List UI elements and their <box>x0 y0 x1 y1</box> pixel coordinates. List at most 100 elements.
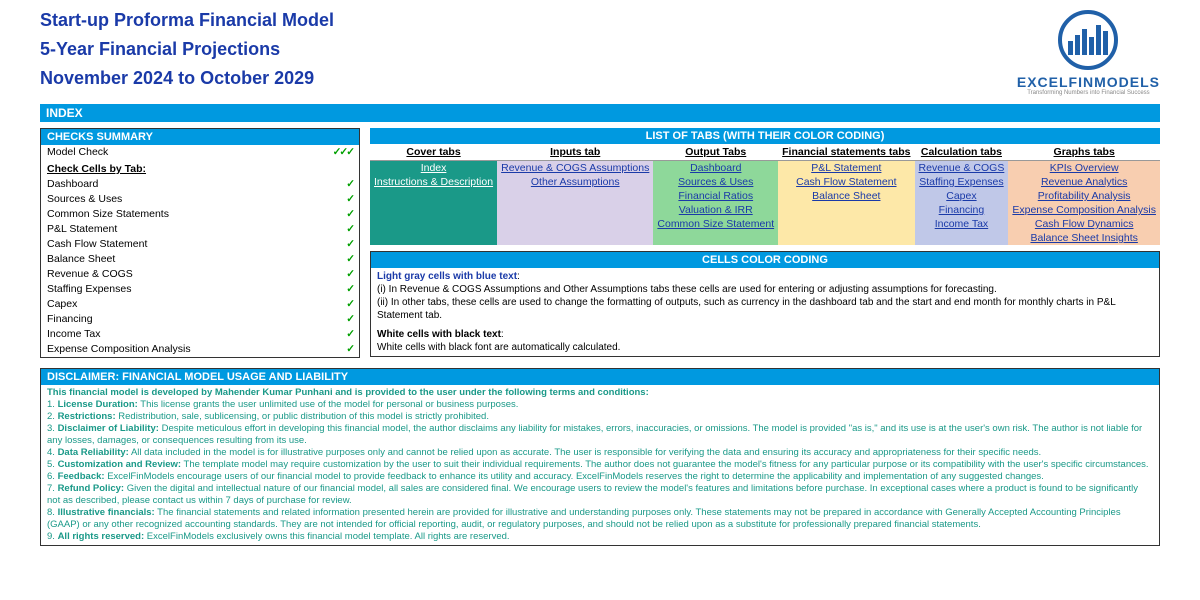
tab-cell: Revenue & COGS Assumptions <box>497 161 653 176</box>
color-coding-panel: CELLS COLOR CODING Light gray cells with… <box>370 251 1160 357</box>
check-row: Capex✓ <box>41 297 359 312</box>
cc-label-1: Light gray cells with blue text <box>377 271 517 282</box>
tab-link[interactable]: Revenue Analytics <box>1041 176 1127 188</box>
tab-cell: Sources & Uses <box>653 175 778 189</box>
tab-cell: Cash Flow Statement <box>778 175 914 189</box>
checks-summary-panel: CHECKS SUMMARY Model Check ✓✓✓ Check Cel… <box>40 128 360 358</box>
main-content: CHECKS SUMMARY Model Check ✓✓✓ Check Cel… <box>0 124 1200 362</box>
check-mark: ✓ <box>346 192 353 207</box>
tab-cell: Other Assumptions <box>497 175 653 189</box>
model-check-label: Model Check <box>47 145 108 160</box>
tab-link[interactable]: Income Tax <box>935 218 989 230</box>
cc-text-2: White cells with black font are automati… <box>377 341 1153 354</box>
tab-link[interactable]: Revenue & COGS Assumptions <box>501 162 649 174</box>
tab-link[interactable]: Instructions & Description <box>374 176 493 188</box>
check-row: P&L Statement ✓ <box>41 222 359 237</box>
tab-cell <box>497 231 653 245</box>
tab-cell <box>497 189 653 203</box>
check-row: Expense Composition Analysis ✓ <box>41 342 359 357</box>
check-label: Revenue & COGS <box>47 267 133 282</box>
tab-link[interactable]: Cash Flow Dynamics <box>1035 218 1134 230</box>
tab-link[interactable]: Revenue & COGS <box>919 162 1005 174</box>
check-label: Common Size Statements <box>47 207 169 222</box>
check-mark: ✓ <box>346 297 353 312</box>
tab-cell <box>778 231 914 245</box>
tab-cell: Valuation & IRR <box>653 203 778 217</box>
tab-link[interactable]: KPIs Overview <box>1050 162 1119 174</box>
check-label: P&L Statement <box>47 222 117 237</box>
title-line-2: 5-Year Financial Projections <box>40 39 1160 60</box>
check-row: Dashboard✓ <box>41 177 359 192</box>
tab-link[interactable]: Cash Flow Statement <box>796 176 896 188</box>
tab-cell: Balance Sheet <box>778 189 914 203</box>
tab-cell <box>497 217 653 231</box>
tab-link[interactable]: P&L Statement <box>811 162 881 174</box>
check-mark: ✓ <box>346 342 353 357</box>
tab-link[interactable]: Dashboard <box>690 162 741 174</box>
disclaimer-intro: This financial model is developed by Mah… <box>47 387 1153 399</box>
tab-link[interactable]: Profitability Analysis <box>1038 190 1131 202</box>
logo-tagline: Transforming Numbers into Financial Succ… <box>1017 90 1160 96</box>
tab-column-header: Output Tabs <box>653 144 778 161</box>
check-label: Balance Sheet <box>47 252 115 267</box>
cc-text-1b: (ii) In other tabs, these cells are used… <box>377 296 1153 322</box>
check-row: Income Tax✓ <box>41 327 359 342</box>
tab-cell: Revenue Analytics <box>1008 175 1160 189</box>
check-label: Expense Composition Analysis <box>47 342 191 357</box>
tab-link[interactable]: Capex <box>946 190 976 202</box>
tab-cell: Revenue & COGS <box>915 161 1009 176</box>
tab-cell: Income Tax <box>915 217 1009 231</box>
checks-subheader: Check Cells by Tab: <box>41 162 359 177</box>
tab-column-header: Graphs tabs <box>1008 144 1160 161</box>
check-mark: ✓ <box>346 237 353 252</box>
tab-link[interactable]: Balance Sheet <box>812 190 880 202</box>
color-coding-body: Light gray cells with blue text: (i) In … <box>371 268 1159 356</box>
tab-cell <box>370 231 497 245</box>
cc-label-2: White cells with black text <box>377 329 501 340</box>
check-label: Staffing Expenses <box>47 282 131 297</box>
logo-icon <box>1058 10 1118 70</box>
check-row: Financing✓ <box>41 312 359 327</box>
index-label: INDEX <box>40 104 1160 122</box>
check-mark: ✓ <box>346 222 353 237</box>
tab-link[interactable]: Other Assumptions <box>531 176 620 188</box>
tab-link[interactable]: Staffing Expenses <box>919 176 1003 188</box>
tab-cell: Staffing Expenses <box>915 175 1009 189</box>
tab-cell: Expense Composition Analysis <box>1008 203 1160 217</box>
tab-link[interactable]: Index <box>421 162 447 174</box>
check-row: Sources & Uses ✓ <box>41 192 359 207</box>
check-mark: ✓ <box>346 207 353 222</box>
check-mark: ✓ <box>346 312 353 327</box>
right-panel: LIST OF TABS (WITH THEIR COLOR CODING) C… <box>370 128 1160 358</box>
tab-cell: Index <box>370 161 497 176</box>
checks-header: CHECKS SUMMARY <box>41 129 359 145</box>
disclaimer-item: 8. Illustrative financials: The financia… <box>47 507 1153 531</box>
check-label: Sources & Uses <box>47 192 122 207</box>
tab-link[interactable]: Common Size Statement <box>657 218 774 230</box>
tab-column-header: Inputs tab <box>497 144 653 161</box>
check-mark: ✓ <box>346 252 353 267</box>
disclaimer-item: 5. Customization and Review: The templat… <box>47 459 1153 471</box>
tab-link[interactable]: Expense Composition Analysis <box>1012 204 1156 216</box>
tab-cell: Financial Ratios <box>653 189 778 203</box>
disclaimer-item: 3. Disclaimer of Liability: Despite meti… <box>47 423 1153 447</box>
tabs-header: LIST OF TABS (WITH THEIR COLOR CODING) <box>370 128 1160 144</box>
tab-cell: KPIs Overview <box>1008 161 1160 176</box>
color-coding-header: CELLS COLOR CODING <box>371 252 1159 268</box>
tab-cell <box>778 217 914 231</box>
cc-text-1a: (i) In Revenue & COGS Assumptions and Ot… <box>377 283 1153 296</box>
tab-link[interactable]: Valuation & IRR <box>679 204 753 216</box>
tabs-table: Cover tabsInputs tabOutput TabsFinancial… <box>370 144 1160 245</box>
check-mark: ✓ <box>346 177 353 192</box>
tab-link[interactable]: Financial Ratios <box>678 190 753 202</box>
tab-link[interactable]: Financing <box>939 204 985 216</box>
tab-link[interactable]: Balance Sheet Insights <box>1030 232 1137 244</box>
tab-column-header: Financial statements tabs <box>778 144 914 161</box>
disclaimer-item: 6. Feedback: ExcelFinModels encourage us… <box>47 471 1153 483</box>
check-mark: ✓ <box>346 282 353 297</box>
tab-link[interactable]: Sources & Uses <box>678 176 753 188</box>
check-row: Staffing Expenses ✓ <box>41 282 359 297</box>
tab-cell <box>497 203 653 217</box>
check-label: Income Tax <box>47 327 101 342</box>
tab-cell: Common Size Statement <box>653 217 778 231</box>
